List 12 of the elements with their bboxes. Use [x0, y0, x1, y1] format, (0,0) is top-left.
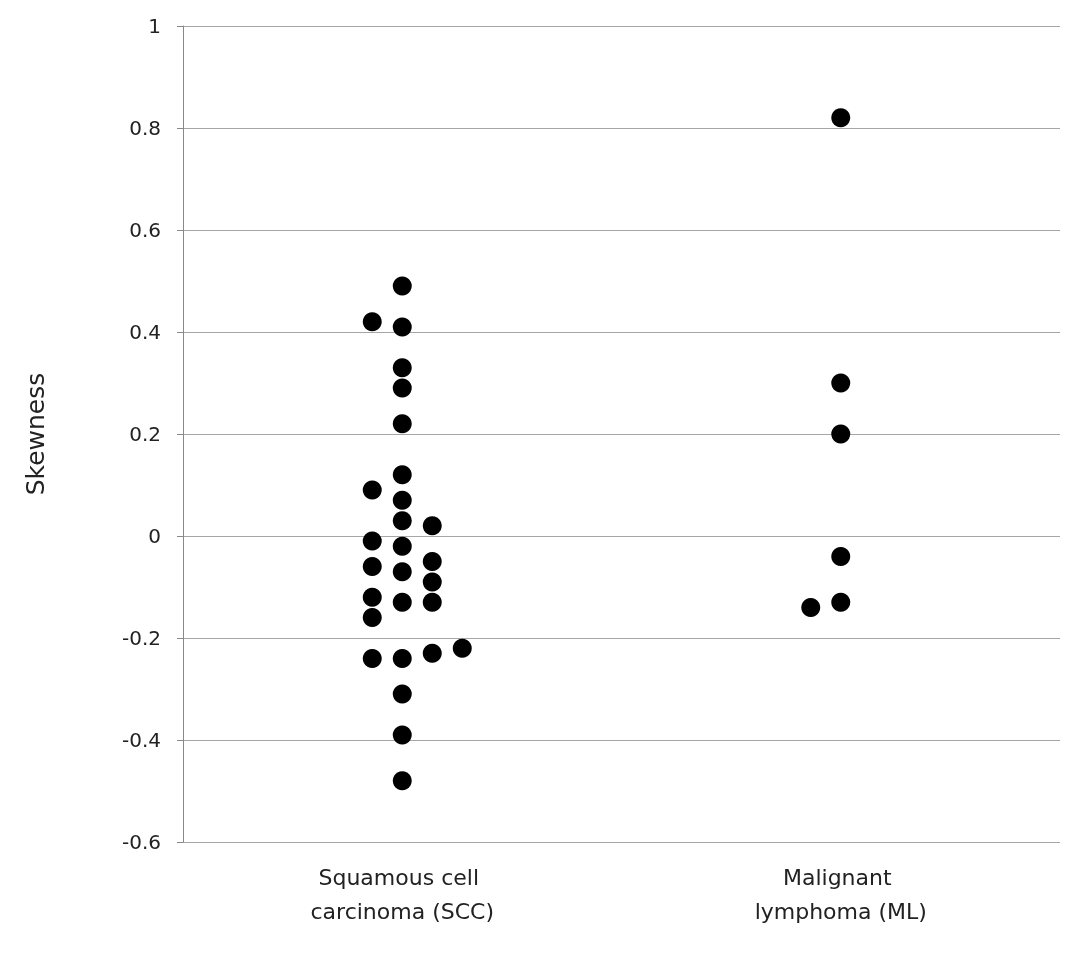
y-axis-title: Skewness: [21, 372, 50, 496]
y-tick-label: 0: [148, 524, 161, 548]
y-tick-label: -0.6: [121, 830, 161, 854]
x-tick-label: Squamous cell carcinoma (SCC): [310, 864, 495, 924]
y-tick-label: 0.6: [129, 218, 161, 242]
y-tick-label: 0.2: [129, 422, 161, 446]
y-tick-label: 0.4: [129, 320, 161, 344]
y-tick-label: -0.2: [121, 626, 161, 650]
y-tick-label: 1: [148, 14, 161, 38]
x-tick-label: Malignant lymphoma (ML): [754, 864, 927, 924]
y-tick-label: -0.4: [121, 728, 161, 752]
y-tick-label: 0.8: [129, 116, 161, 140]
